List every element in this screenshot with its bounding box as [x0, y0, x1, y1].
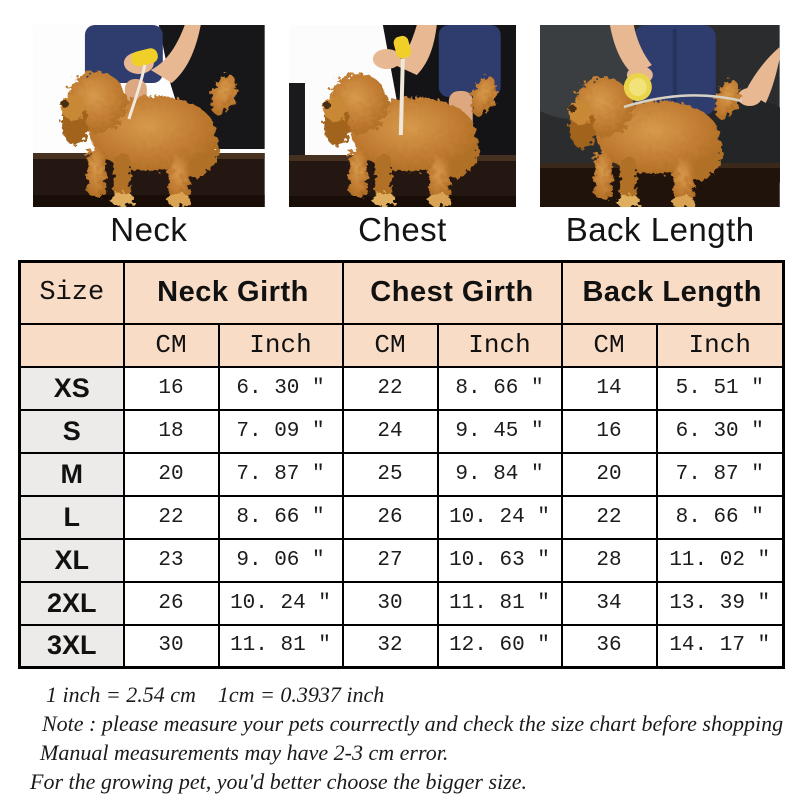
- table-cell: 7. 87 ″: [217, 451, 344, 497]
- table-header-empty: [18, 322, 125, 368]
- size-label: XS: [18, 365, 125, 411]
- table-cell: 8. 66 ″: [655, 494, 785, 540]
- table-cell: 6. 30 ″: [217, 365, 344, 411]
- measurement-photos: [0, 0, 800, 207]
- size-label: S: [18, 408, 125, 454]
- table-cell: 18: [122, 408, 220, 454]
- table-cell: 23: [122, 537, 220, 583]
- photo-captions: Neck Chest Back Length: [0, 207, 800, 253]
- tape-line: [127, 64, 147, 120]
- table-cell: 30: [122, 623, 220, 669]
- table-cell: 20: [122, 451, 220, 497]
- table-cell: 27: [341, 537, 439, 583]
- photo-chest-measurement: [288, 25, 517, 207]
- table-cell: 10. 63 ″: [436, 537, 563, 583]
- table-cell: 24: [341, 408, 439, 454]
- table-cell: 7. 09 ″: [217, 408, 344, 454]
- note-measure-correctly: Note : please measure your pets courrect…: [42, 711, 784, 736]
- table-header-back-length: Back Length: [560, 260, 785, 325]
- unit-header-inch: Inch: [436, 322, 563, 368]
- table-row-3xl: 3XL 30 11. 81 ″ 32 12. 60 ″ 36 14. 17 ″: [18, 623, 785, 669]
- table-cell: 11. 81 ″: [217, 623, 344, 669]
- table-cell: 8. 66 ″: [436, 365, 563, 411]
- caption-neck: Neck: [110, 211, 188, 248]
- table-cell: 11. 81 ″: [436, 580, 563, 626]
- table-cell: 30: [341, 580, 439, 626]
- table-cell: 16: [122, 365, 220, 411]
- unit-header-inch: Inch: [217, 322, 344, 368]
- table-cell: 26: [122, 580, 220, 626]
- table-header-chest-girth: Chest Girth: [341, 260, 563, 325]
- note-conversion: 1 inch = 2.54 cm 1cm = 0.3937 inch: [46, 682, 385, 707]
- table-cell: 20: [560, 451, 658, 497]
- footer-notes: 1 inch = 2.54 cm 1cm = 0.3937 inch Note …: [0, 680, 800, 796]
- table-cell: 14: [560, 365, 658, 411]
- table-row-m: M 20 7. 87 ″ 25 9. 84 ″ 20 7. 87 ″: [18, 451, 785, 497]
- table-cell: 9. 84 ″: [436, 451, 563, 497]
- tape-line: [398, 58, 405, 136]
- size-label: 3XL: [18, 623, 125, 669]
- table-cell: 8. 66 ″: [217, 494, 344, 540]
- table-row-xs: XS 16 6. 30 ″ 22 8. 66 ″ 14 5. 51 ″: [18, 365, 785, 411]
- table-cell: 7. 87 ″: [655, 451, 785, 497]
- table-cell: 13. 39 ″: [655, 580, 785, 626]
- table-cell: 6. 30 ″: [655, 408, 785, 454]
- table-cell: 5. 51 ″: [655, 365, 785, 411]
- table-cell: 22: [122, 494, 220, 540]
- hand: [150, 25, 201, 83]
- unit-header-cm: CM: [122, 322, 220, 368]
- size-label: XL: [18, 537, 125, 583]
- size-label: M: [18, 451, 125, 497]
- table-cell: 9. 45 ″: [436, 408, 563, 454]
- hand: [610, 25, 653, 75]
- caption-back-length: Back Length: [565, 211, 755, 248]
- caption-chest: Chest: [358, 211, 447, 248]
- table-cell: 32: [341, 623, 439, 669]
- table-cell: 10. 24 ″: [217, 580, 344, 626]
- table-cell: 22: [341, 365, 439, 411]
- photo-back-length-measurement: [540, 25, 780, 207]
- unit-header-inch: Inch: [655, 322, 785, 368]
- table-cell: 22: [560, 494, 658, 540]
- table-cell: 12. 60 ″: [436, 623, 563, 669]
- table-cell: 28: [560, 537, 658, 583]
- unit-header-cm: CM: [560, 322, 658, 368]
- hand: [394, 25, 437, 75]
- table-cell: 10. 24 ″: [436, 494, 563, 540]
- table-cell: 9. 06 ″: [217, 537, 344, 583]
- table-cell: 14. 17 ″: [655, 623, 785, 669]
- table-cell: 34: [560, 580, 658, 626]
- size-chart-table: Size Neck Girth Chest Girth Back Length …: [18, 260, 785, 669]
- table-header-neck-girth: Neck Girth: [122, 260, 344, 325]
- unit-header-cm: CM: [341, 322, 439, 368]
- note-manual-error: Manual measurements may have 2-3 cm erro…: [40, 740, 449, 765]
- tape-measure-icon: [131, 48, 158, 67]
- table-row-l: L 22 8. 66 ″ 26 10. 24 ″ 22 8. 66 ″: [18, 494, 785, 540]
- table-row-xl: XL 23 9. 06 ″ 27 10. 63 ″ 28 11. 02 ″: [18, 537, 785, 583]
- note-choose-bigger: For the growing pet, you'd better choose…: [30, 769, 527, 794]
- photo-neck-measurement: [33, 25, 265, 207]
- table-header-size: Size: [18, 260, 125, 325]
- size-label: L: [18, 494, 125, 540]
- tape-measure-icon: [393, 35, 411, 59]
- tape-line: [623, 94, 743, 109]
- table-cell: 25: [341, 451, 439, 497]
- table-cell: 16: [560, 408, 658, 454]
- table-cell: 11. 02 ″: [655, 537, 785, 583]
- table-cell: 36: [560, 623, 658, 669]
- table-row-2xl: 2XL 26 10. 24 ″ 30 11. 81 ″ 34 13. 39 ″: [18, 580, 785, 626]
- table-cell: 26: [341, 494, 439, 540]
- size-label: 2XL: [18, 580, 125, 626]
- table-row-s: S 18 7. 09 ″ 24 9. 45 ″ 16 6. 30 ″: [18, 408, 785, 454]
